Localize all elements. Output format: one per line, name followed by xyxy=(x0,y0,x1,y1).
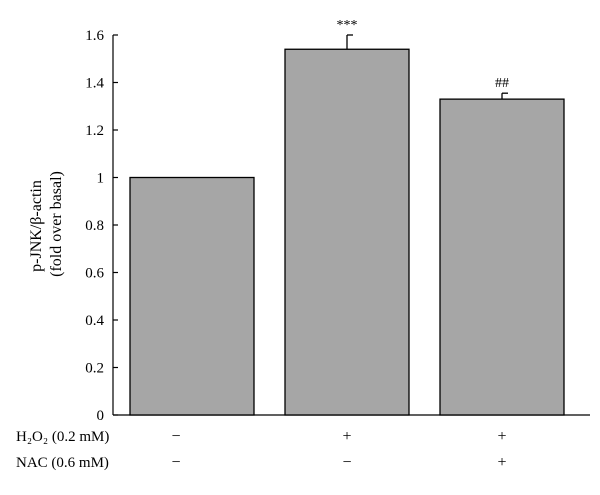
y-tick-label: 1.4 xyxy=(85,76,104,92)
significance-label: ## xyxy=(495,76,509,91)
y-tick-label: 0.8 xyxy=(85,218,104,234)
condition-mark: + xyxy=(497,428,506,445)
y-tick-label: 1 xyxy=(97,171,105,187)
plot-area: 0 0.2 0.4 0.6 0.8 1 1.2 1.4 1.6 *** ## H₂O₂ (0.2 mM… xyxy=(16,18,590,471)
condition-mark: − xyxy=(342,454,351,471)
bar xyxy=(284,48,410,416)
y-axis-label-line-1: p-JNK/β-actin xyxy=(28,180,45,272)
y-tick-label: 1.6 xyxy=(85,28,104,44)
bar xyxy=(439,98,565,416)
y-tick-label: 0.4 xyxy=(85,313,104,329)
condition-label: H₂O₂ (0.2 mM) xyxy=(16,429,109,445)
y-axis-label: p-JNK/β-actin (fold over basal) xyxy=(28,171,65,277)
condition-label: NAC (0.6 mM) xyxy=(16,455,109,471)
significance-label: *** xyxy=(337,18,358,33)
bar xyxy=(129,176,255,416)
y-tick-label: 0.2 xyxy=(85,361,104,377)
y-tick-label: 0.6 xyxy=(85,266,104,282)
condition-mark: + xyxy=(342,428,351,445)
y-tick-label: 0 xyxy=(97,408,105,424)
condition-mark: − xyxy=(171,454,180,471)
condition-mark: − xyxy=(171,428,180,445)
y-tick-label: 1.2 xyxy=(85,123,104,139)
y-axis-label-line-2: (fold over basal) xyxy=(48,171,65,277)
condition-mark: + xyxy=(497,454,506,471)
